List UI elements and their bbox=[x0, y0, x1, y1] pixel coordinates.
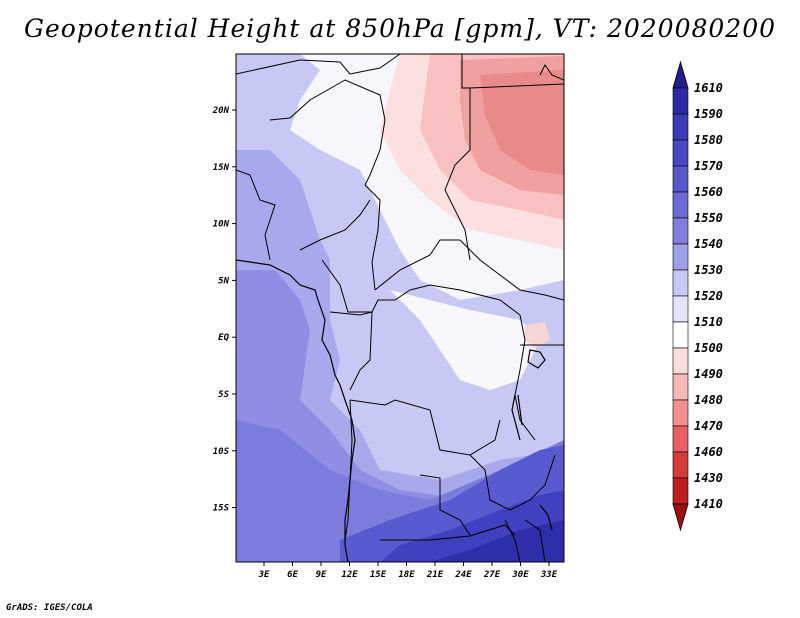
lon-tick-label: 9E bbox=[316, 570, 327, 580]
colorbar-label: 1410 bbox=[694, 497, 723, 511]
country-borders bbox=[236, 54, 564, 562]
lat-tick-label: 10N bbox=[213, 220, 230, 230]
colorbar-swatch bbox=[672, 269, 689, 297]
lon-tick-label: 33E bbox=[540, 570, 558, 580]
colorbar-label: 1490 bbox=[694, 367, 723, 381]
colorbar-swatch bbox=[672, 347, 689, 375]
lon-tick-label: 6E bbox=[287, 570, 298, 580]
colorbar-label: 1530 bbox=[694, 263, 723, 277]
lat-tick-label: 20N bbox=[212, 106, 230, 116]
colorbar-swatch bbox=[672, 139, 689, 167]
colorbar-label: 1570 bbox=[694, 159, 723, 173]
colorbar-label: 1610 bbox=[694, 81, 723, 95]
colorbar-label: 1500 bbox=[694, 341, 723, 355]
colorbar-swatch bbox=[672, 399, 689, 427]
lat-tick-label: EQ bbox=[218, 333, 229, 343]
colorbar-label: 1510 bbox=[694, 315, 723, 329]
map-field bbox=[236, 54, 564, 562]
colorbar-swatch bbox=[672, 321, 689, 349]
lat-tick-label: 15S bbox=[213, 504, 230, 514]
colorbar-swatch bbox=[672, 243, 689, 271]
colorbar-swatch bbox=[672, 451, 689, 479]
lon-tick-label: 30E bbox=[511, 570, 529, 580]
colorbar-swatch bbox=[672, 113, 689, 141]
colorbar-bottom-arrow bbox=[672, 503, 689, 532]
coastline bbox=[236, 259, 356, 562]
lon-tick-label: 3E bbox=[258, 570, 270, 580]
lon-tick-label: 21E bbox=[426, 570, 444, 580]
colorbar-swatch bbox=[672, 425, 689, 453]
colorbar-label: 1550 bbox=[694, 211, 723, 225]
lat-tick-label: 5N bbox=[218, 276, 229, 286]
field-lake-pink bbox=[525, 322, 550, 348]
colorbar-swatch bbox=[672, 477, 689, 505]
colorbar-label: 1430 bbox=[694, 471, 723, 485]
field-center-white bbox=[390, 290, 540, 390]
lakes bbox=[511, 349, 553, 531]
colorbar-swatch bbox=[672, 191, 689, 219]
lon-tick-label: 15E bbox=[370, 570, 387, 580]
colorbar-label: 1590 bbox=[694, 107, 723, 121]
lon-tick-label: 24E bbox=[454, 570, 472, 580]
lat-tick-label: 5S bbox=[218, 390, 229, 400]
lon-axis: 3E 6E 9E 12E 15E 18E 21E 24E 27E 30E 33E bbox=[258, 562, 558, 580]
field-south-1590 bbox=[430, 520, 564, 562]
lon-tick-label: 27E bbox=[483, 570, 501, 580]
map-title: Geopotential Height at 850hPa [gpm], VT:… bbox=[23, 14, 777, 43]
colorbar-swatch bbox=[672, 165, 689, 193]
colorbar-label: 1580 bbox=[694, 133, 723, 147]
colorbar-swatch bbox=[672, 217, 689, 245]
colorbar-label: 1520 bbox=[694, 289, 723, 303]
colorbar-swatch bbox=[672, 373, 689, 401]
lat-axis: 20N 15N 10N 5N EQ 5S 10S 15S bbox=[212, 106, 236, 514]
colorbar-label: 1470 bbox=[694, 419, 723, 433]
colorbar-label: 1460 bbox=[694, 445, 723, 459]
colorbar-label: 1540 bbox=[694, 237, 723, 251]
lon-tick-label: 12E bbox=[341, 570, 358, 580]
credit-label: GrADS: IGES/COLA bbox=[6, 603, 93, 613]
field-red-1470 bbox=[480, 70, 564, 175]
colorbar: 1610 1590 1580 1570 1560 1550 1540 1530 1520 1510… bbox=[672, 60, 723, 532]
colorbar-swatch bbox=[672, 295, 689, 323]
colorbar-top-arrow bbox=[672, 60, 689, 89]
colorbar-label: 1560 bbox=[694, 185, 723, 199]
lon-tick-label: 18E bbox=[398, 570, 415, 580]
lat-tick-label: 10S bbox=[213, 447, 230, 457]
colorbar-swatch bbox=[672, 87, 689, 115]
map-frame bbox=[235, 53, 565, 563]
lat-tick-label: 15N bbox=[213, 163, 230, 173]
colorbar-label: 1480 bbox=[694, 393, 723, 407]
